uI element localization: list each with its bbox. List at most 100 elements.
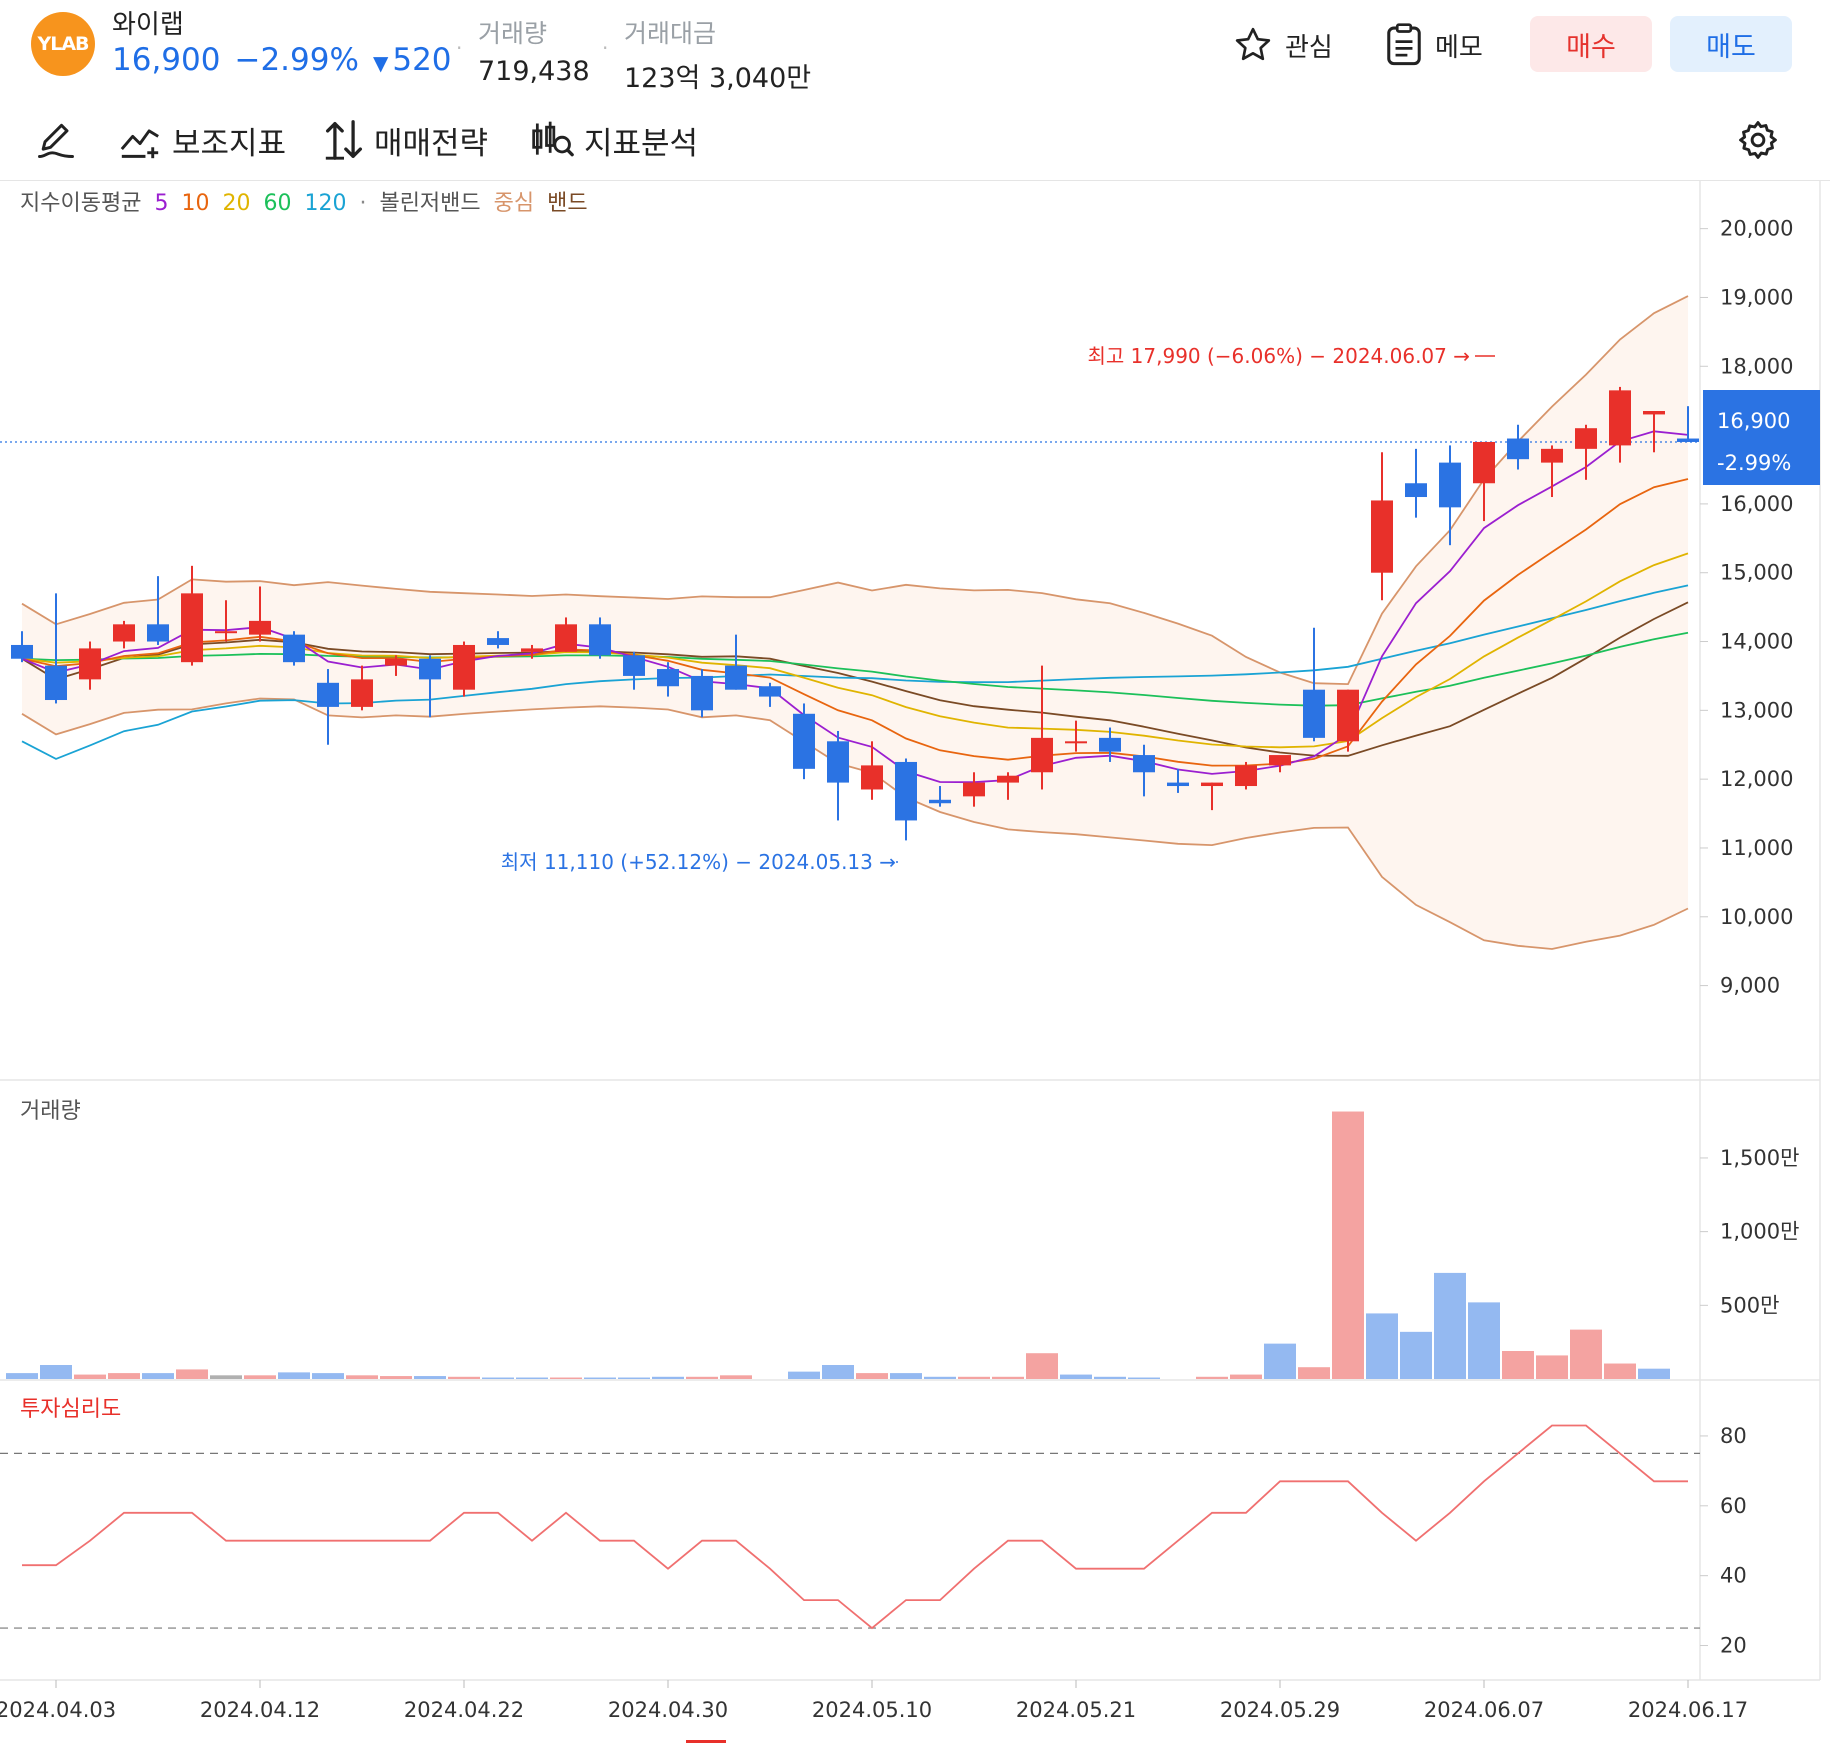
volume-bar [584,1377,616,1379]
candle-body [589,624,611,656]
volume-bar [1502,1351,1534,1379]
candle [249,586,271,642]
volume-bar [890,1373,922,1379]
volume-bar [6,1373,38,1379]
bb-upper-line [21,295,1689,686]
volume-bar [1536,1355,1568,1379]
low-price-annotation: 최저 11,110 (+52.12%) − 2024.05.13 → [501,850,896,874]
candle-body [1575,428,1597,449]
change-percent: −2.99% [234,42,359,78]
candle-body [1677,438,1699,442]
volume-bar [278,1372,310,1379]
current-price-tag-change: -2.99% [1717,451,1791,475]
strategy-label: 매매전략 [374,125,489,162]
candle [1269,755,1291,773]
candle [793,703,815,780]
candle-body [385,658,407,666]
volume-bar [1264,1343,1296,1379]
indicator-button[interactable]: 보조지표 [118,116,286,164]
candle [1643,411,1665,453]
ema-120-line [21,584,1689,760]
volume-bar [992,1376,1024,1379]
analysis-button[interactable]: 지표분석 [530,116,698,164]
watch-button[interactable]: 관심 [1233,18,1333,72]
volume-bar [380,1376,412,1379]
stock-chart[interactable]: 20,000 19,000 18,000 16,000 15,000 14,000 13,0… [0,180,1830,1749]
settings-button[interactable] [1736,116,1790,164]
candle [351,665,373,711]
strategy-button[interactable]: 매매전략 [324,116,488,164]
volume-bar [40,1365,72,1379]
axes: 20,000 19,000 18,000 16,000 15,000 14,000 13,0… [0,217,1799,1743]
candle-body [929,799,951,804]
sell-button[interactable]: 매도 [1670,16,1792,72]
price-tick-label: 14,000 [1720,630,1793,654]
memo-button[interactable]: 메모 [1385,18,1483,72]
analysis-label: 지표분석 [584,125,699,162]
candle-body [861,765,883,790]
stock-name[interactable]: 와이랩 [112,10,184,40]
volume-bar [652,1376,684,1379]
volume-bar [142,1373,174,1379]
candle-body [657,669,679,687]
candle-body [1337,689,1359,742]
candle-body [623,655,645,676]
ema-period-60: 60 [263,191,291,216]
stock-header: YLAB 와이랩 16,900 −2.99% ▼ 520 · 거래량 719,438 … [0,0,1830,96]
volume-bar [924,1376,956,1379]
memo-label: 메모 [1435,32,1483,63]
volume-bar [1570,1329,1602,1379]
date-tick-label: 2024.05.29 [1220,1698,1340,1722]
candle-body [79,648,101,680]
volume-bar [244,1375,276,1379]
sentiment-tick-label: 20 [1720,1634,1747,1658]
buy-button[interactable]: 매수 [1530,16,1652,72]
volume-bar [312,1373,344,1379]
candle [521,644,543,659]
volume-bar [448,1376,480,1379]
volume-bar [788,1371,820,1379]
sentiment-tick-label: 80 [1720,1424,1747,1448]
volume-bar [1468,1302,1500,1379]
volume-tick-label: 500만 [1720,1293,1779,1317]
watch-label: 관심 [1285,32,1333,63]
volume-bar [550,1377,582,1379]
candle [1303,627,1325,742]
candlesticks[interactable] [11,386,1699,841]
volume-bar [1196,1376,1228,1379]
volume-bars[interactable] [6,1111,1670,1379]
volume-bar [618,1377,650,1379]
candle-body [181,593,203,663]
candle-search-icon [532,121,574,157]
price-tick-label: 11,000 [1720,836,1793,860]
candle-body [1541,448,1563,463]
drawing-tool-button[interactable] [34,116,88,164]
volume-tick-label: 1,000만 [1720,1220,1799,1244]
candle-body [1235,765,1257,787]
candle-body [997,775,1019,783]
candle-body [1099,737,1121,752]
candle-body [793,713,815,769]
buy-sell-arrows-icon [325,120,362,160]
candle-body [317,682,339,707]
candle-body [351,679,373,707]
candle-body [1065,741,1087,744]
candle-body [1371,500,1393,573]
ema-period-120: 120 [304,191,346,216]
candle [589,617,611,659]
candle [1201,782,1223,811]
bb-label: 볼린저밴드 [379,191,480,216]
candle [1541,445,1563,498]
ema-period-5: 5 [154,191,168,216]
candle [861,741,883,800]
ema-period-10: 10 [181,191,209,216]
candle-body [487,638,509,645]
candle [215,600,237,642]
main-legend[interactable]: 지수이동평균 5 10 20 60 120 · 볼린저밴드 중심 밴드 [20,191,588,216]
candle-body [725,665,747,690]
candle-body [1201,782,1223,787]
memo-icon [1387,23,1421,66]
candle [1099,727,1121,762]
candle [317,669,339,745]
price-tick-label: 10,000 [1720,905,1793,929]
